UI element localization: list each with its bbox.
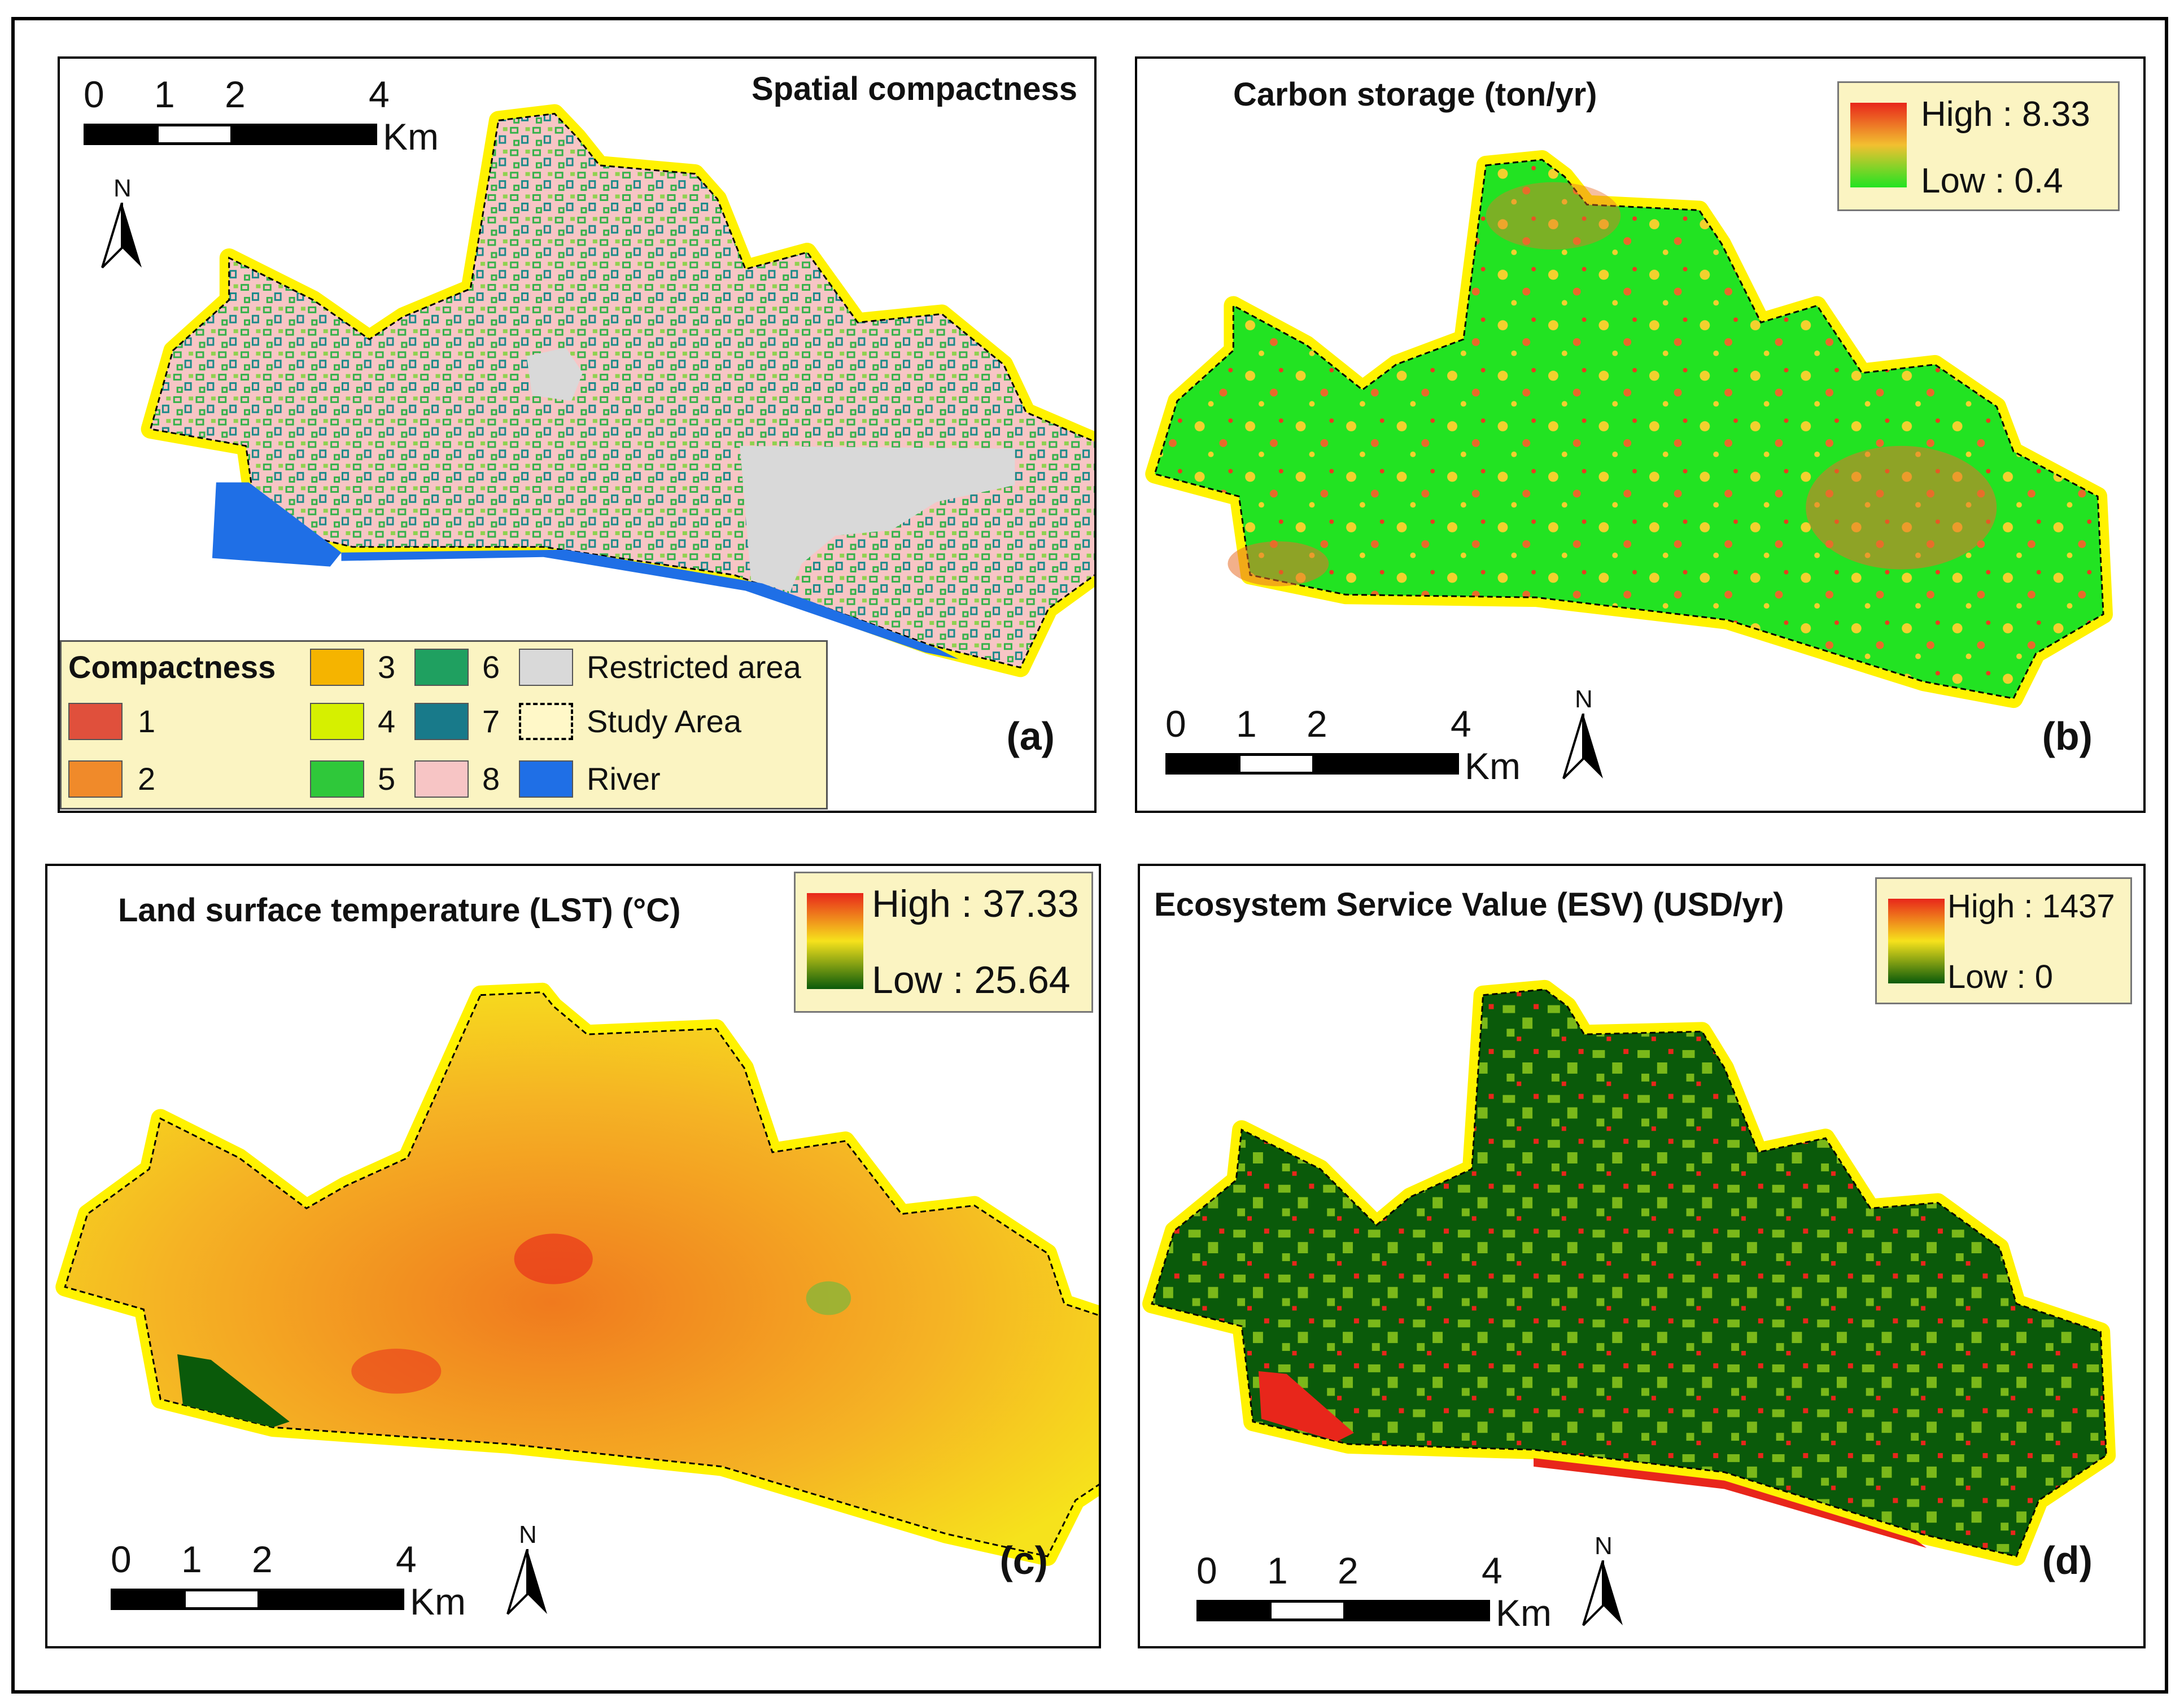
- lst-legend: High : 37.33 Low : 25.64: [794, 872, 1093, 1013]
- legend-swatch-2: [68, 760, 123, 798]
- legend-label-2: 2: [138, 761, 156, 797]
- north-arrow-icon: [101, 203, 142, 269]
- lst-color-ramp: [807, 893, 863, 989]
- legend-label-1: 1: [138, 703, 156, 739]
- north-letter: N: [1595, 1532, 1613, 1560]
- panel-a-spatial-compactness: Spatial compactness (a) 0 1 2 4 Km N Com…: [58, 56, 1097, 813]
- north-arrow-icon: [1562, 714, 1603, 780]
- carbon-legend: High : 8.33 Low : 0.4: [1837, 81, 2120, 211]
- scale-bar-a: 0 1 2 4 Km: [84, 73, 479, 158]
- panel-d-ecosystem-service-value: Ecosystem Service Value (ESV) (USD/yr) (…: [1138, 864, 2146, 1648]
- study-area-a: [141, 104, 1094, 677]
- north-letter: N: [519, 1521, 537, 1548]
- north-letter: N: [113, 174, 132, 202]
- scale-unit: Km: [383, 116, 439, 158]
- scale-unit: Km: [410, 1581, 466, 1622]
- esv-high-label: High : 1437: [1947, 888, 2115, 925]
- legend-swatch-6: [414, 649, 469, 686]
- lst-high-label: High : 37.33: [872, 882, 1079, 925]
- carbon-color-ramp: [1850, 103, 1907, 187]
- carbon-storage-map: [1145, 150, 2113, 708]
- north-arrow-a: N: [99, 174, 145, 270]
- legend-label-3: 3: [378, 649, 396, 685]
- panel-d-title: Ecosystem Service Value (ESV) (USD/yr): [1154, 886, 1784, 923]
- north-letter: N: [1575, 685, 1593, 713]
- scale-tick-0: 0: [84, 73, 104, 115]
- legend-swatch-study-area: [519, 703, 573, 740]
- legend-title: Compactness: [68, 649, 276, 685]
- panel-d-label: (d): [2042, 1538, 2093, 1582]
- legend-swatch-8: [414, 760, 469, 798]
- esv-legend: High : 1437 Low : 0: [1875, 877, 2132, 1004]
- scale-tick-1: 1: [1236, 703, 1257, 745]
- legend-swatch-5: [310, 760, 364, 798]
- restricted-area-small: [526, 347, 583, 401]
- legend-label-7: 7: [482, 703, 500, 739]
- scale-tick-0: 0: [111, 1538, 132, 1580]
- panel-b-title: Carbon storage (ton/yr): [1233, 76, 1597, 113]
- legend-label-study-area: Study Area: [587, 703, 741, 739]
- river-coast: [341, 549, 959, 659]
- scale-unit: Km: [1496, 1592, 1552, 1634]
- scale-tick-4: 4: [1482, 1550, 1502, 1591]
- legend-swatch-1: [68, 703, 123, 740]
- scale-tick-4: 4: [369, 73, 390, 115]
- carbon-high-label: High : 8.33: [1921, 95, 2090, 134]
- scale-bar-c: 0 1 2 4 Km: [111, 1538, 506, 1622]
- scale-tick-0: 0: [1196, 1550, 1217, 1591]
- north-arrow-icon: [1582, 1560, 1623, 1626]
- panel-a-title: Spatial compactness: [752, 71, 1077, 107]
- panel-b-carbon-storage: Carbon storage (ton/yr) (b) High : 8.33 …: [1135, 56, 2146, 813]
- north-arrow-icon: [506, 1549, 547, 1615]
- scale-tick-2: 2: [252, 1538, 273, 1580]
- esv-color-ramp: [1888, 899, 1945, 983]
- scale-tick-4: 4: [396, 1538, 417, 1580]
- scale-tick-0: 0: [1165, 703, 1186, 745]
- panel-c-land-surface-temperature: Land surface temperature (LST) (°C) (c) …: [45, 864, 1101, 1648]
- north-arrow-c: N: [505, 1521, 550, 1617]
- panel-b-label: (b): [2042, 714, 2093, 758]
- north-arrow-b: N: [1561, 685, 1606, 781]
- legend-swatch-river: [519, 760, 573, 798]
- legend-label-river: River: [587, 761, 661, 797]
- scale-unit: Km: [1465, 745, 1521, 787]
- carbon-low-label: Low : 0.4: [1921, 161, 2063, 200]
- north-arrow-d: N: [1580, 1532, 1626, 1628]
- legend-swatch-4: [310, 703, 364, 740]
- scale-bar-graphic: [111, 1589, 404, 1610]
- legend-label-5: 5: [378, 761, 396, 797]
- legend-label-restricted: Restricted area: [587, 649, 801, 685]
- scale-tick-2: 2: [225, 73, 246, 115]
- legend-label-6: 6: [482, 649, 500, 685]
- scale-bar-d: 0 1 2 4 Km: [1196, 1549, 1592, 1634]
- scale-tick-1: 1: [181, 1538, 202, 1580]
- scale-tick-1: 1: [1267, 1550, 1288, 1591]
- scale-bar-graphic: [84, 124, 377, 145]
- esv-low-label: Low : 0: [1947, 959, 2053, 995]
- esv-map: [1142, 979, 2116, 1566]
- scale-tick-2: 2: [1338, 1550, 1359, 1591]
- river-west: [212, 482, 342, 567]
- legend-swatch-7: [414, 703, 469, 740]
- restricted-area-large: [740, 445, 1015, 592]
- compactness-legend: Compactness 1 2 3 4 5 6 7 8 Restricted a…: [60, 640, 828, 810]
- scale-tick-4: 4: [1451, 703, 1471, 745]
- scale-tick-2: 2: [1307, 703, 1327, 745]
- panel-c-title: Land surface temperature (LST) (°C): [118, 892, 681, 929]
- scale-bar-graphic: [1165, 753, 1459, 775]
- scale-bar-b: 0 1 2 4 Km: [1165, 702, 1561, 787]
- legend-label-8: 8: [482, 761, 500, 797]
- scale-bar-graphic: [1196, 1600, 1490, 1621]
- panel-a-label: (a): [1006, 714, 1055, 758]
- legend-swatch-restricted: [519, 649, 573, 686]
- scale-tick-1: 1: [154, 73, 175, 115]
- legend-swatch-3: [310, 649, 364, 686]
- legend-label-4: 4: [378, 703, 396, 739]
- panel-c-label: (c): [999, 1538, 1048, 1582]
- lst-low-label: Low : 25.64: [872, 959, 1071, 1001]
- lst-map: [55, 982, 1099, 1566]
- compactness-map: [141, 104, 1094, 677]
